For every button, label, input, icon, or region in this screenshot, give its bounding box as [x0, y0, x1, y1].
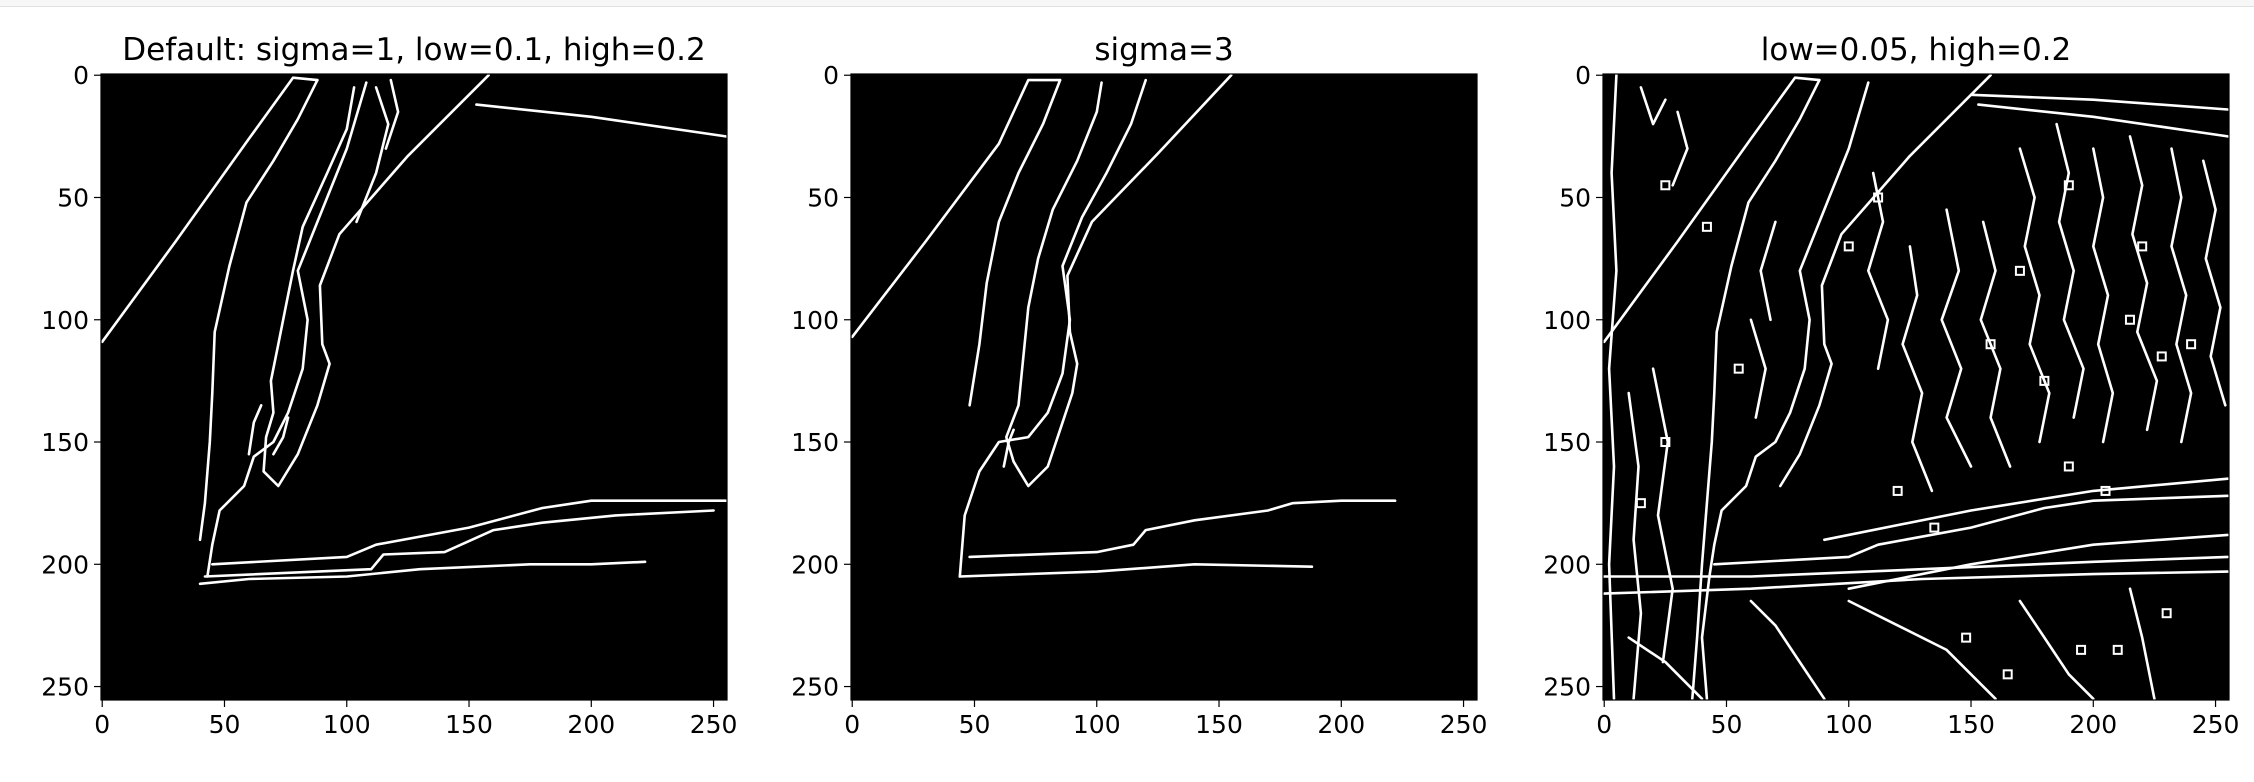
x-tick-label: 250 — [1440, 710, 1488, 739]
y-tick-label: 0 — [73, 61, 89, 90]
y-tick-label: 200 — [791, 550, 839, 579]
panel-3: low=0.05, high=0.20 50 100 150 200 2500501001… — [1543, 32, 2239, 739]
x-tick-label: 200 — [2069, 710, 2117, 739]
y-tick-label: 200 — [1543, 550, 1591, 579]
x-tick-label: 50 — [1711, 710, 1743, 739]
edge-image-2 — [851, 74, 1477, 700]
panel-1: Default: sigma=1, low=0.1, high=0.2 0 50 10… — [41, 32, 737, 739]
x-tick-label: 0 — [844, 710, 860, 739]
x-tick-label: 50 — [959, 710, 991, 739]
y-tick-label: 250 — [791, 673, 839, 702]
y-tick-label: 250 — [41, 673, 89, 702]
x-tick-label: 150 — [1195, 710, 1243, 739]
y-tick-label: 150 — [1543, 428, 1591, 457]
x-tick-label: 250 — [690, 710, 738, 739]
x-tick-label: 100 — [1825, 710, 1873, 739]
x-tick-label: 150 — [1947, 710, 1995, 739]
x-tick-label: 200 — [567, 710, 615, 739]
y-tick-label: 50 — [57, 183, 89, 212]
x-tick-label: 100 — [1073, 710, 1121, 739]
x-tick-label: 0 — [1596, 710, 1612, 739]
panel-title: Default: sigma=1, low=0.1, high=0.2 — [122, 32, 705, 68]
y-tick-label: 150 — [41, 428, 89, 457]
y-tick-label: 150 — [791, 428, 839, 457]
edge-image-1 — [101, 74, 727, 700]
x-tick-label: 50 — [209, 710, 241, 739]
y-tick-label: 0 — [1575, 61, 1591, 90]
y-tick-label: 200 — [41, 550, 89, 579]
panel-title: sigma=3 — [1094, 32, 1233, 68]
y-tick-label: 0 — [823, 61, 839, 90]
y-tick-label: 50 — [807, 183, 839, 212]
y-tick-label: 50 — [1559, 183, 1591, 212]
x-tick-label: 150 — [445, 710, 493, 739]
x-tick-label: 200 — [1317, 710, 1365, 739]
y-tick-label: 100 — [791, 306, 839, 335]
x-tick-label: 0 — [94, 710, 110, 739]
x-tick-label: 250 — [2192, 710, 2240, 739]
panel-title: low=0.05, high=0.2 — [1761, 32, 2072, 68]
y-tick-label: 100 — [1543, 306, 1591, 335]
y-tick-label: 250 — [1543, 673, 1591, 702]
y-tick-label: 100 — [41, 306, 89, 335]
x-tick-label: 100 — [323, 710, 371, 739]
